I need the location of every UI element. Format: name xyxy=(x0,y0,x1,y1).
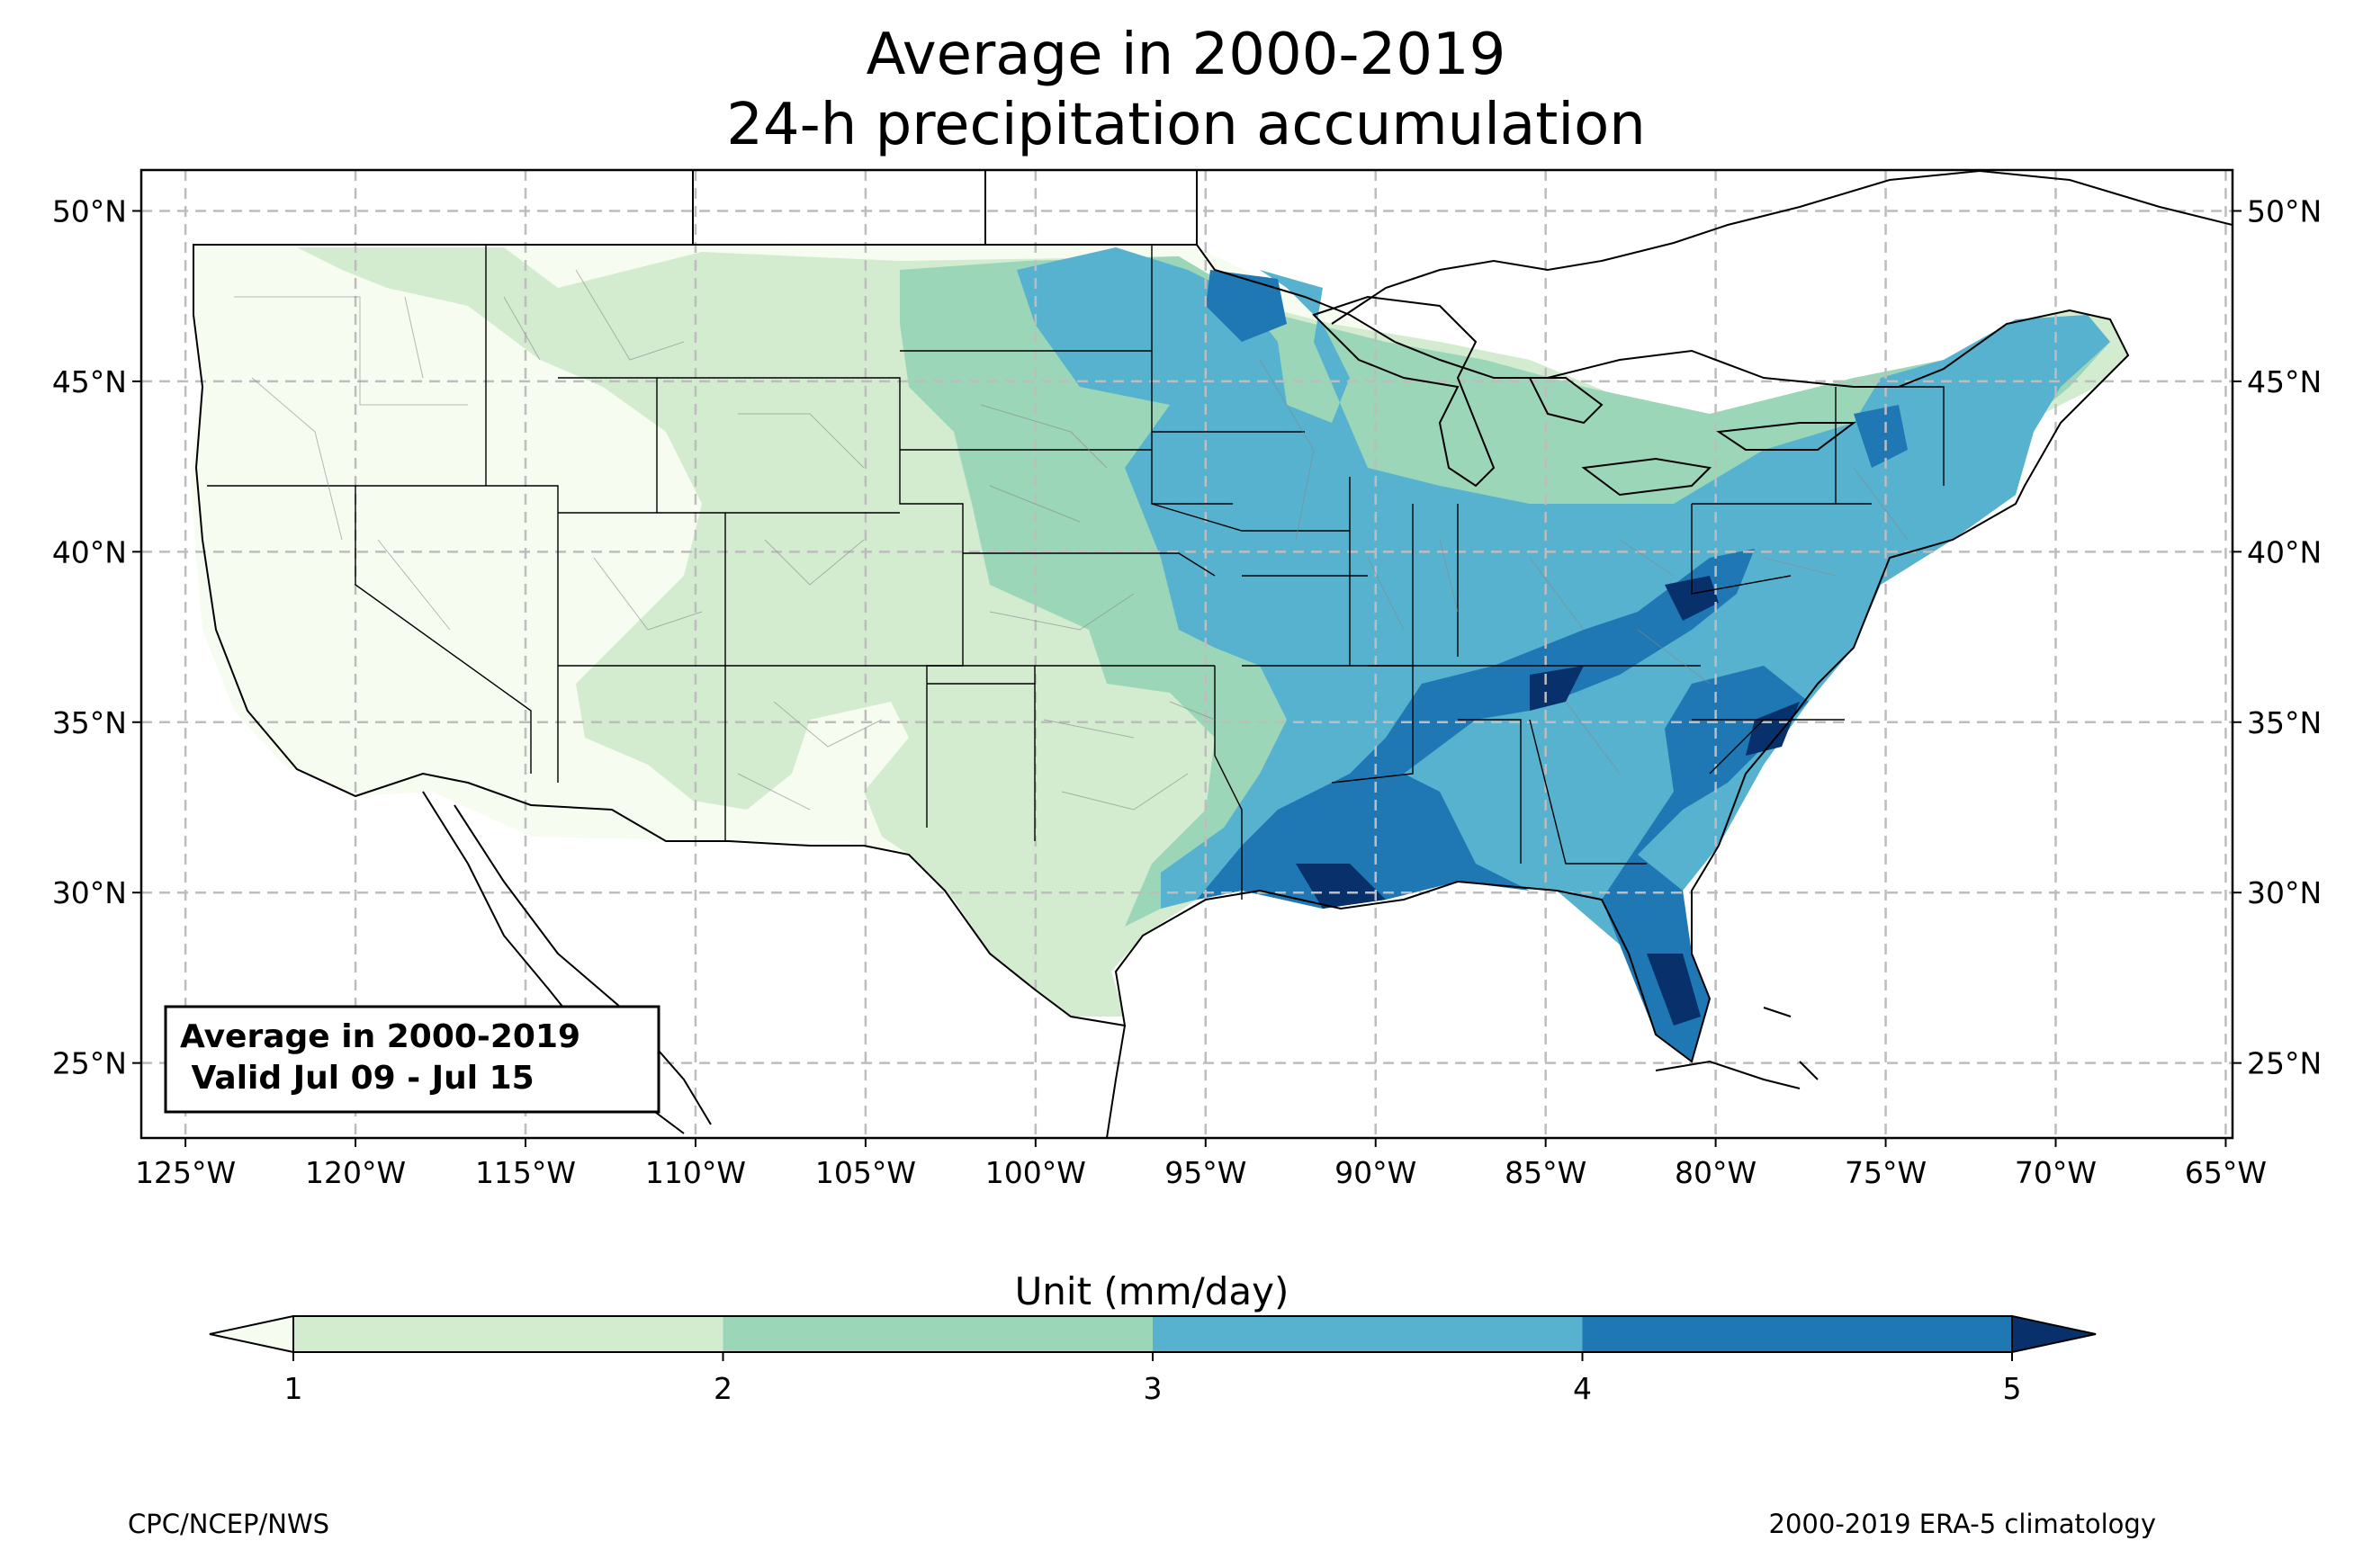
info-box-line-1: Average in 2000-2019 xyxy=(180,1018,580,1055)
canada-border-east xyxy=(1331,170,2233,325)
lon-tick-label: 95°W xyxy=(1164,1155,1246,1190)
colorbar-bin xyxy=(1153,1316,1583,1352)
lat-tick-label-right: 40°N xyxy=(2247,534,2322,569)
colorbar-tick-label: 3 xyxy=(1144,1371,1163,1406)
lon-tick-label: 125°W xyxy=(135,1155,236,1190)
colorbar-bins xyxy=(292,1314,2097,1354)
colorbar-bin xyxy=(1582,1316,2012,1352)
lon-tick-label: 65°W xyxy=(2185,1155,2267,1190)
lon-tick-label: 80°W xyxy=(1675,1155,1757,1190)
us-outline xyxy=(193,244,2130,1063)
colorbar-label: Unit (mm/day) xyxy=(1015,1269,1289,1313)
map-frame xyxy=(139,168,2234,1140)
lon-tick-label: 70°W xyxy=(2015,1155,2097,1190)
colorbar-extend-high xyxy=(2011,1314,2097,1354)
footer-source: CPC/NCEP/NWS xyxy=(128,1509,329,1539)
lat-tick-label-right: 50°N xyxy=(2247,193,2322,228)
lon-tick-label: 90°W xyxy=(1334,1155,1416,1190)
map-panel: 125°W 120°W 115°W 110°W 105°W 100°W 95°W 90°W 85… xyxy=(52,168,2322,1190)
lon-tick-label: 115°W xyxy=(475,1155,576,1190)
info-box: Average in 2000-2019 Valid Jul 09 - Jul … xyxy=(164,1005,660,1114)
title-line-1: Average in 2000-2019 xyxy=(867,22,1506,88)
lat-tick-label-right: 30°N xyxy=(2247,875,2322,910)
lon-tick-label: 85°W xyxy=(1505,1155,1586,1190)
lon-tick-label: 105°W xyxy=(815,1155,916,1190)
title-line-2: 24-h precipitation accumulation xyxy=(726,92,1646,158)
colorbar: Unit (mm/day) 1 2 3 4 5 xyxy=(209,1269,2097,1406)
colorbar-tick-label: 5 xyxy=(2003,1371,2022,1406)
lat-tick-label-right: 35°N xyxy=(2247,705,2322,740)
lon-tick-label: 120°W xyxy=(305,1155,406,1190)
latitude-tick-labels: 50°N 50°N 45°N 45°N 40°N 40°N 35°N 35°N 30°N 30°N… xyxy=(52,193,2322,1080)
lat-tick-label-right: 25°N xyxy=(2247,1046,2322,1081)
lon-tick-label: 100°W xyxy=(985,1155,1086,1190)
lon-tick-label: 110°W xyxy=(645,1155,746,1190)
cuba-bahamas xyxy=(1655,1007,1819,1089)
county-lines xyxy=(234,269,1909,811)
colorbar-tick-label: 2 xyxy=(714,1371,732,1406)
colorbar-bin xyxy=(723,1316,1153,1352)
footer-climatology: 2000-2019 ERA-5 climatology xyxy=(1769,1509,2156,1539)
info-box-frame xyxy=(164,1005,660,1114)
mexico-coast xyxy=(454,804,1126,1138)
state-borders xyxy=(207,245,1945,900)
great-lakes xyxy=(1312,295,1856,497)
info-box-line-2: Valid Jul 09 - Jul 15 xyxy=(180,1060,535,1097)
colorbar-tick-label: 1 xyxy=(284,1371,303,1406)
longitude-tick-labels: 125°W 120°W 115°W 110°W 105°W 100°W 95°W 90°W 85… xyxy=(135,1138,2267,1190)
lat-tick-label-left: 45°N xyxy=(52,364,127,399)
lat-tick-label-left: 50°N xyxy=(52,193,127,228)
lat-tick-label-left: 30°N xyxy=(52,875,127,910)
lat-tick-label-left: 40°N xyxy=(52,534,127,569)
lat-tick-label-left: 25°N xyxy=(52,1046,127,1081)
colorbar-tick-label: 4 xyxy=(1573,1371,1592,1406)
lon-tick-label: 75°W xyxy=(1845,1155,1927,1190)
colorbar-extend-low xyxy=(209,1314,294,1354)
colorbar-bin xyxy=(293,1316,723,1352)
lat-tick-label-left: 35°N xyxy=(52,705,127,740)
canada-west-border xyxy=(692,170,1198,245)
colorbar-ticks: 1 2 3 4 5 xyxy=(284,1352,2022,1406)
lat-tick-label-right: 45°N xyxy=(2247,364,2322,399)
